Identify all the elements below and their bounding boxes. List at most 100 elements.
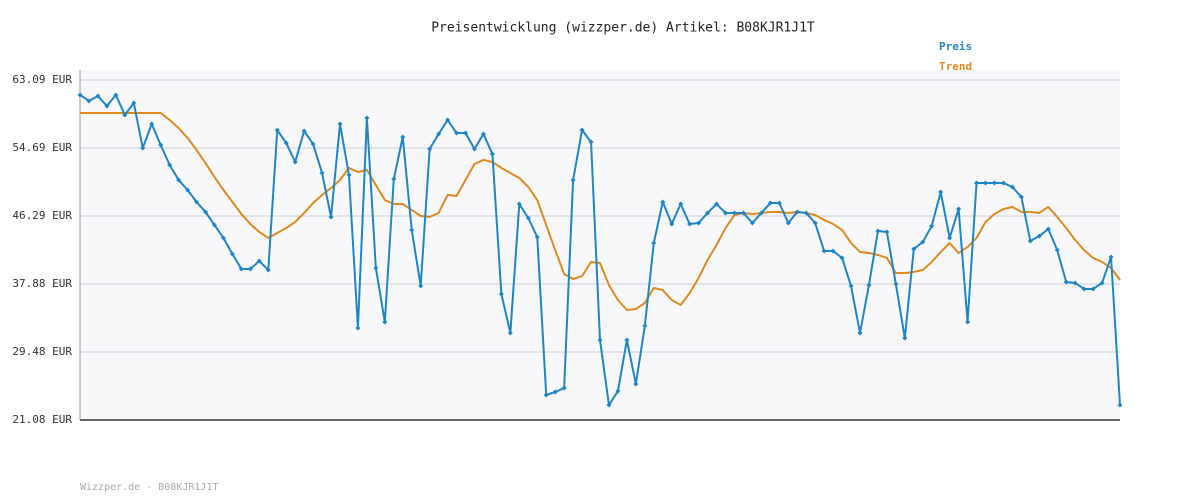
point [328,214,334,220]
point [131,100,137,106]
point [1009,184,1015,190]
point [974,180,980,186]
point [705,210,711,216]
point [615,388,621,394]
point [1099,280,1105,286]
point [445,117,451,123]
point [471,146,477,152]
y-tick-label: 21.08 EUR [12,413,72,426]
point [1081,286,1087,292]
point [731,210,737,216]
point [588,139,594,145]
point [247,266,253,272]
point [902,335,908,341]
point [884,229,890,235]
point [400,134,406,140]
point [346,172,352,178]
point [830,248,836,254]
point [749,220,755,226]
point [561,385,567,391]
y-tick-label: 37.88 EUR [12,277,72,290]
point [991,180,997,186]
point [812,220,818,226]
point [140,145,146,151]
point [391,176,397,182]
point [1054,247,1060,253]
point [373,265,379,271]
point [1027,238,1033,244]
point [274,127,280,133]
point [669,221,675,227]
point [642,323,648,329]
point [920,239,926,245]
point [516,201,522,207]
point [454,130,460,136]
point [803,210,809,216]
point [185,187,191,193]
point [714,201,720,207]
point [597,337,603,343]
point [839,255,845,261]
point [238,266,244,272]
point [211,222,217,228]
plot-area [80,70,1120,420]
point [158,142,164,148]
point [194,199,200,205]
point [785,220,791,226]
point [1108,254,1114,260]
y-tick-label: 54.69 EUR [12,141,72,154]
point [929,223,935,229]
point [364,115,370,121]
point [633,381,639,387]
point [77,92,83,98]
point [463,130,469,136]
y-tick-label: 46.29 EUR [12,209,72,222]
point [848,283,854,289]
point [1117,402,1123,408]
point [875,228,881,234]
point [776,200,782,206]
point [947,235,953,241]
y-tick-label: 29.48 EUR [12,345,72,358]
point [95,93,101,99]
point [203,209,209,215]
point [337,121,343,127]
point [911,246,917,252]
point [104,103,110,109]
point [552,389,558,395]
point [660,199,666,205]
point [651,240,657,246]
chart-title: Preisentwicklung (wizzper.de) Artikel: B… [431,21,815,36]
point [256,258,262,264]
point [418,283,424,289]
point [579,127,585,133]
point [857,330,863,336]
point [794,209,800,215]
point [1000,180,1006,186]
point [480,131,486,137]
point [498,291,504,297]
point [283,140,289,146]
point [893,281,899,287]
legend-entry: Preis [939,40,972,53]
point [938,189,944,195]
point [167,162,173,168]
point [678,201,684,207]
point [409,227,415,233]
point [1036,233,1042,239]
point [696,220,702,226]
point [1063,279,1069,285]
point [570,177,576,183]
point [220,235,226,241]
point [229,251,235,257]
point [767,200,773,206]
point [507,330,513,336]
point [113,92,119,98]
point [1072,280,1078,286]
point [176,177,182,183]
point [355,325,361,331]
point [866,282,872,288]
point [1045,226,1051,232]
point [965,319,971,325]
